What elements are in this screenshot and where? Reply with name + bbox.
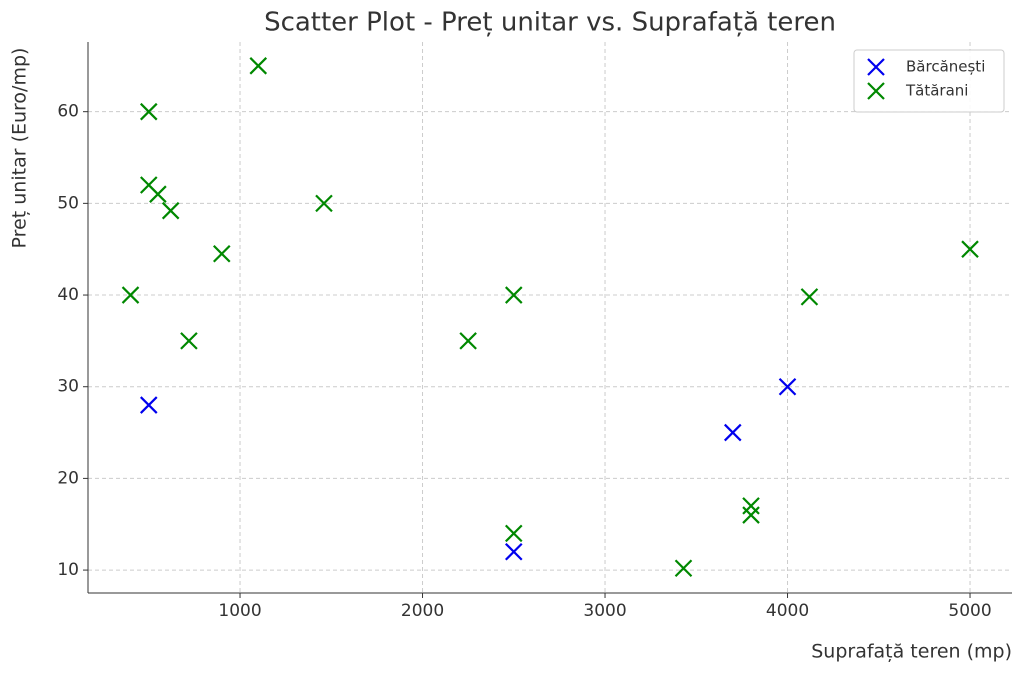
y-tick-label: 20 xyxy=(57,468,79,488)
marker xyxy=(778,377,797,396)
x-tick-label: 3000 xyxy=(583,601,626,621)
marker-stroke xyxy=(778,377,797,396)
x-tick-label: 2000 xyxy=(401,601,444,621)
marker xyxy=(961,240,979,258)
y-tick-label: 50 xyxy=(57,193,79,213)
marker xyxy=(459,332,477,350)
marker-stroke xyxy=(459,332,477,350)
marker xyxy=(139,102,158,121)
marker-stroke xyxy=(961,240,979,258)
legend-label: Tătărani xyxy=(905,82,968,100)
x-tick-label: 4000 xyxy=(766,601,809,621)
marker xyxy=(504,524,523,543)
marker xyxy=(149,185,167,203)
marker-stroke xyxy=(121,286,140,304)
marker xyxy=(212,245,231,263)
marker xyxy=(315,194,333,213)
y-tick-label: 30 xyxy=(57,377,79,397)
marker xyxy=(249,57,268,75)
y-tick-label: 60 xyxy=(57,102,79,122)
marker xyxy=(139,396,158,414)
marker-stroke xyxy=(742,497,760,515)
marker-stroke xyxy=(742,506,760,524)
x-tick-label: 5000 xyxy=(948,601,991,621)
legend-marker xyxy=(867,58,885,76)
legend-marker xyxy=(867,82,885,100)
marker xyxy=(161,201,180,220)
chart-title: Scatter Plot - Preț unitar vs. Suprafață… xyxy=(264,8,836,38)
marker-stroke xyxy=(315,194,333,213)
marker-stroke xyxy=(139,396,158,414)
y-tick-label: 40 xyxy=(57,285,79,305)
marker-stroke xyxy=(504,542,523,561)
marker xyxy=(742,506,760,524)
marker-stroke xyxy=(149,185,167,203)
marker-stroke xyxy=(212,245,231,263)
marker-stroke xyxy=(504,524,523,543)
marker-stroke xyxy=(867,82,885,100)
x-tick-label: 1000 xyxy=(218,601,261,621)
y-axis-label: Preț unitar (Euro/mp) xyxy=(9,48,31,249)
marker-stroke xyxy=(867,58,885,76)
marker xyxy=(742,497,760,515)
legend-box xyxy=(853,49,1005,113)
marker-stroke xyxy=(249,57,268,75)
x-axis-label: Suprafață teren (mp) xyxy=(811,641,1012,663)
marker-stroke xyxy=(723,423,742,442)
marker-stroke xyxy=(504,286,523,304)
marker xyxy=(723,423,742,442)
marker xyxy=(504,286,523,304)
legend-label: Bărcănești xyxy=(906,58,985,76)
marker xyxy=(674,559,693,578)
marker xyxy=(504,542,523,561)
marker-stroke xyxy=(180,332,198,350)
marker-stroke xyxy=(139,102,158,121)
marker-stroke xyxy=(800,288,819,306)
marker xyxy=(180,332,198,350)
y-tick-label: 10 xyxy=(57,560,79,580)
marker-stroke xyxy=(161,201,180,220)
marker-stroke xyxy=(674,559,693,578)
marker xyxy=(800,288,819,306)
marker xyxy=(121,286,140,304)
